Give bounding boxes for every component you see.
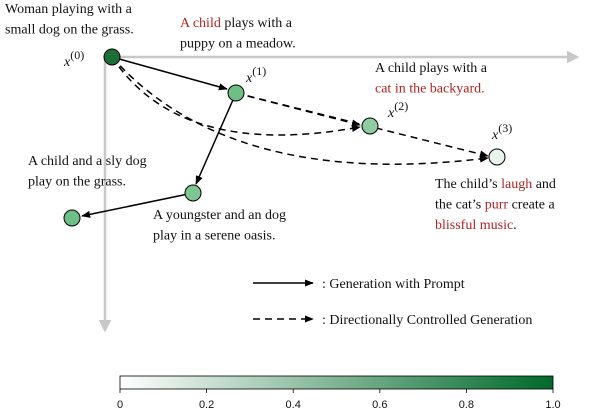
caption-span: blissful music (435, 218, 513, 233)
node-label-base: x (63, 55, 71, 70)
caption-span: and (532, 177, 556, 192)
caption-line: play in a serene oasis. (153, 229, 275, 244)
legend: : Generation with Prompt : Directionally … (253, 277, 532, 328)
edge (111, 56, 228, 91)
caption-line: cat in the backyard. (375, 82, 485, 97)
legend-label: : Generation with Prompt (322, 277, 465, 292)
node-label: x(0) (63, 48, 84, 70)
node-label-base: x (245, 71, 253, 86)
caption-line: puppy on a meadow. (180, 37, 296, 52)
colorbar-tick-label: 1.0 (545, 399, 560, 411)
node (63, 209, 81, 227)
caption-span: purr (485, 198, 509, 213)
colorbar-tick-label: 0.8 (459, 399, 474, 411)
caption-span: puppy on a meadow. (180, 37, 296, 52)
edge (111, 56, 361, 136)
caption-span: A child plays with a (375, 61, 488, 76)
caption-line: A child plays with a (375, 61, 488, 76)
caption-line: the cat’s purr create a (435, 198, 556, 213)
node-label: x(3) (491, 121, 512, 143)
colorbar-tick-label: 0.2 (199, 399, 214, 411)
node-label-base: x (491, 128, 499, 143)
caption-line: A youngster and an dog (153, 208, 286, 223)
caption-line: blissful music. (435, 218, 517, 233)
caption-span: A youngster and an dog (153, 208, 286, 223)
caption-span: create a (508, 198, 555, 213)
caption-line: A child plays with a (180, 16, 293, 31)
caption-span: The child’s (435, 177, 501, 192)
caption-span: cat in the backyard. (375, 82, 485, 97)
caption-span: play on the grass. (28, 175, 126, 190)
caption-span: laugh (501, 177, 532, 192)
node (103, 48, 121, 66)
node-label: x(2) (387, 99, 408, 121)
node-label-sup: (1) (252, 64, 266, 78)
colorbar-tick-label: 0 (117, 399, 123, 411)
edge (111, 56, 489, 165)
caption-line: small dog on the grass. (5, 23, 134, 38)
colorbar-tick-label: 0.4 (286, 399, 301, 411)
node-label-sup: (2) (394, 99, 408, 113)
caption-span: the cat’s (435, 198, 485, 213)
caption-span: A child and a sly dog (28, 154, 147, 169)
caption-span: . (513, 218, 517, 233)
node (184, 184, 202, 202)
caption-line: Woman playing with a (5, 2, 133, 17)
colorbar (119, 375, 554, 390)
caption-span: A child (180, 16, 221, 31)
edge (235, 92, 489, 158)
legend-label: : Directionally Controlled Generation (322, 313, 532, 328)
node-label-sup: (3) (498, 121, 512, 135)
edge (195, 92, 237, 185)
edge (81, 192, 194, 218)
node (361, 117, 379, 135)
caption-span: plays with a (221, 16, 293, 31)
caption-line: The child’s laugh and (435, 177, 556, 192)
node-label-base: x (387, 106, 395, 121)
edges (81, 56, 489, 218)
caption-span: small dog on the grass. (5, 23, 134, 38)
caption-line: A child and a sly dog (28, 154, 147, 169)
caption-line: play on the grass. (28, 175, 126, 190)
colorbar-tick-label: 0.6 (372, 399, 387, 411)
node (227, 84, 245, 102)
caption-span: play in a serene oasis. (153, 229, 275, 244)
node-label-sup: (0) (70, 48, 84, 62)
node (488, 148, 506, 166)
node-label: x(1) (245, 64, 266, 86)
caption-span: Woman playing with a (5, 2, 133, 17)
